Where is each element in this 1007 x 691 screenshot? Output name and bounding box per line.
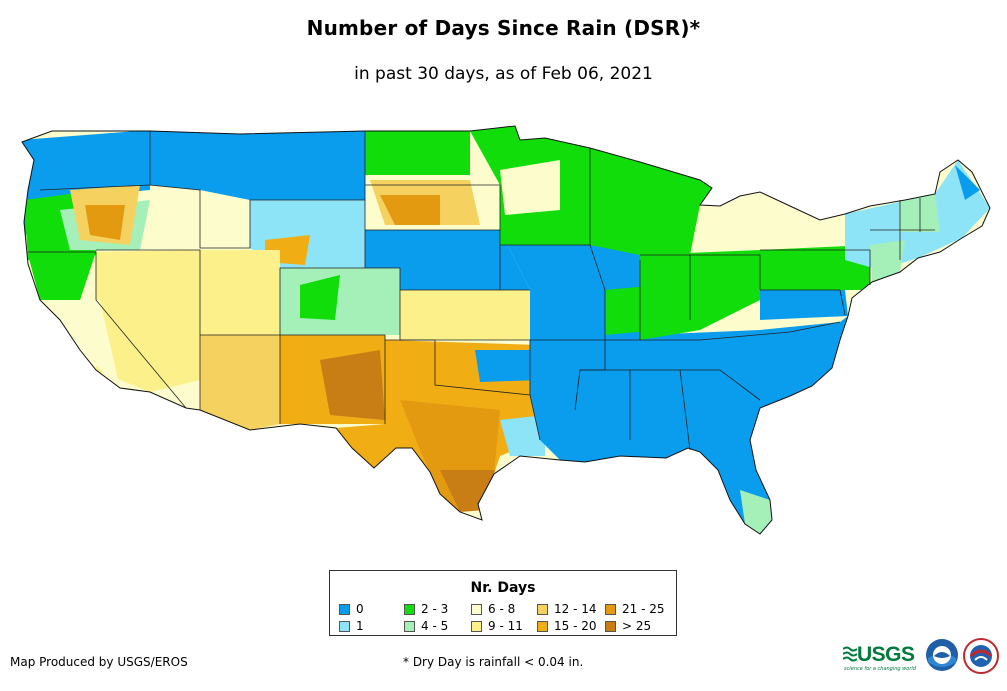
dsr-region-3 — [28, 252, 96, 300]
legend-label-1: 1 — [356, 619, 364, 633]
footnote: * Dry Day is rainfall < 0.04 in. — [403, 655, 584, 669]
legend-item-3: 4 - 5 — [404, 620, 448, 632]
dsr-region-31 — [470, 126, 712, 255]
dsr-region-34 — [605, 285, 660, 335]
legend-item-7: 15 - 20 — [537, 620, 597, 632]
legend-label-4: 6 - 8 — [488, 602, 516, 616]
legend-item-5: 9 - 11 — [471, 620, 523, 632]
legend-swatch-2 — [404, 604, 415, 615]
usgs-logo: USGS science for a changing world — [843, 642, 919, 672]
legend-item-1: 1 — [339, 620, 364, 632]
legend-swatch-0 — [339, 604, 350, 615]
legend-item-2: 2 - 3 — [404, 603, 448, 615]
usgs-tagline: science for a changing world — [844, 666, 916, 672]
dsr-region-27 — [475, 350, 540, 382]
state-borders — [28, 131, 935, 451]
noaa-logo-icon — [926, 639, 958, 671]
legend-swatch-4 — [471, 604, 482, 615]
legend-swatch-7 — [537, 621, 548, 632]
dsr-region-17 — [320, 350, 385, 420]
legend-label-3: 4 - 5 — [421, 619, 449, 633]
dsr-region-36 — [760, 290, 848, 320]
dsr-region-33 — [640, 250, 760, 340]
legend-label-6: 12 - 14 — [554, 602, 597, 616]
usgs-wave-icon — [843, 646, 857, 662]
legend-swatch-3 — [404, 621, 415, 632]
dsr-region-25 — [400, 400, 500, 512]
dsr-region-41 — [740, 490, 772, 534]
legend-swatch-6 — [537, 604, 548, 615]
legend: Nr. Days 0 1 2 - 3 4 - 5 6 - 8 9 - 11 12… — [329, 570, 677, 636]
dsr-region-22 — [365, 230, 530, 290]
legend-item-6: 12 - 14 — [537, 603, 597, 615]
dsr-region-28 — [500, 415, 545, 456]
dsr-region-13 — [96, 250, 200, 392]
dsr-region-12 — [300, 275, 340, 320]
dsr-region-11 — [280, 268, 400, 335]
nws-logo-icon — [963, 638, 999, 674]
dsr-region-15 — [200, 335, 280, 430]
map-credit: Map Produced by USGS/EROS — [10, 655, 188, 669]
us-outline — [21, 125, 991, 535]
legend-swatch-8 — [605, 604, 616, 615]
map-title: Number of Days Since Rain (DSR)* — [306, 16, 701, 40]
legend-label-8: 21 - 25 — [622, 602, 665, 616]
legend-swatch-5 — [471, 621, 482, 632]
dsr-region-21 — [365, 131, 470, 175]
legend-label-7: 15 - 20 — [554, 619, 597, 633]
dsr-region-1 — [22, 130, 150, 240]
dsr-region-10 — [200, 250, 280, 335]
dsr-region-7 — [150, 130, 365, 200]
dsr-region-23 — [400, 290, 530, 340]
legend-label-0: 0 — [356, 602, 364, 616]
legend-swatch-9 — [605, 621, 616, 632]
legend-item-4: 6 - 8 — [471, 603, 515, 615]
dsr-map — [21, 125, 991, 535]
legend-item-9: > 25 — [605, 620, 651, 632]
legend-item-0: 0 — [339, 603, 364, 615]
legend-item-8: 21 - 25 — [605, 603, 665, 615]
legend-label-2: 2 - 3 — [421, 602, 449, 616]
legend-title: Nr. Days — [470, 580, 536, 596]
dsr-region-39 — [870, 240, 905, 282]
legend-swatch-1 — [339, 621, 350, 632]
dsr-region-20 — [380, 195, 440, 225]
dsr-region-40 — [955, 165, 980, 200]
usgs-wordmark: USGS — [857, 643, 915, 666]
map-subtitle: in past 30 days, as of Feb 06, 2021 — [354, 64, 653, 84]
dsr-region-30 — [530, 316, 848, 534]
legend-label-9: > 25 — [622, 619, 652, 633]
dsr-region-6 — [85, 205, 125, 240]
legend-label-5: 9 - 11 — [488, 619, 523, 633]
dsr-region-32 — [500, 160, 560, 215]
dsr-region-14 — [60, 300, 120, 388]
dsr-region-35 — [760, 245, 870, 290]
